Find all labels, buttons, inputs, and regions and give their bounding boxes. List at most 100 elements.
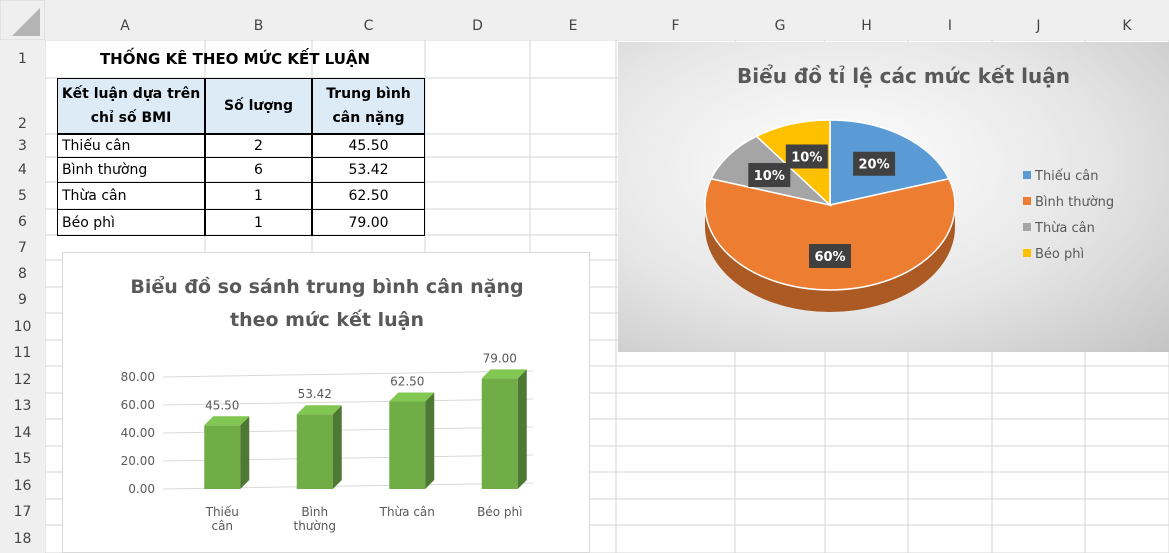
row-header: 9 xyxy=(0,287,45,313)
data-label: 60% xyxy=(814,250,845,265)
bar xyxy=(481,378,518,489)
table-cell: 6 xyxy=(205,157,312,183)
row-header: 8 xyxy=(0,260,45,287)
bar-side xyxy=(425,392,435,489)
data-label: 10% xyxy=(754,169,785,184)
bar-top xyxy=(389,392,435,402)
header-cell: Số lượng xyxy=(205,78,312,134)
data-label: 45.50 xyxy=(205,398,239,412)
header-text: Kết luận dựa trên xyxy=(61,86,201,102)
data-label: 79.00 xyxy=(483,351,517,365)
data-label: 10% xyxy=(791,150,822,165)
x-tick-label: Bình thường xyxy=(293,505,336,533)
data-label: 62.50 xyxy=(390,375,424,389)
header-text: Trung bình xyxy=(326,86,411,102)
header-cell: Trung bình cân nặng xyxy=(312,78,425,134)
grid-line xyxy=(162,370,534,378)
bar-side xyxy=(332,405,342,489)
row-header: 16 xyxy=(0,472,45,499)
column-header: F xyxy=(616,0,735,40)
data-label: 20% xyxy=(859,158,890,173)
pie-chart[interactable]: Biểu đồ tỉ lệ các mức kết luận 20% 60% 10%… xyxy=(618,42,1169,352)
row-header: 1 xyxy=(0,40,45,78)
table-cell: 2 xyxy=(205,134,312,158)
row-header: 10 xyxy=(0,313,45,340)
legend-swatch xyxy=(1023,171,1031,179)
pie-side xyxy=(705,205,955,312)
header-text: cân nặng xyxy=(332,110,405,126)
x-tick-label: Béo phì xyxy=(477,505,523,519)
y-tick-label: 40.00 xyxy=(121,426,155,440)
legend-swatch xyxy=(1023,223,1031,231)
legend-label: Thừa cân xyxy=(1034,221,1095,236)
pie-plot: 20% 60% 10% 10% Thiếu cân Bình thường Thừa cân… xyxy=(704,119,1114,312)
bar-plot: 0.00 20.00 40.00 60.00 80.00 45.50 53.42 62.50 7… xyxy=(121,351,534,496)
bar-top xyxy=(481,369,527,379)
x-tick-label: Thừa cân xyxy=(379,505,435,519)
data-label-bg xyxy=(853,151,896,176)
grid-line xyxy=(162,398,534,406)
corner xyxy=(12,8,40,36)
column-header: E xyxy=(530,0,616,40)
data-label-bg xyxy=(748,163,791,188)
row-header: 12 xyxy=(0,366,45,393)
y-tick-label: 0.00 xyxy=(128,482,155,496)
row-header: 17 xyxy=(0,499,45,525)
row-header: 7 xyxy=(0,235,45,260)
table-cell: Béo phì xyxy=(57,209,205,236)
table-cell: 62.50 xyxy=(312,182,425,210)
row-header: 13 xyxy=(0,393,45,419)
column-header: I xyxy=(908,0,992,40)
pie-slice xyxy=(704,177,956,291)
bar-top xyxy=(204,416,250,426)
row-header: 2 xyxy=(0,78,45,134)
column-header: C xyxy=(312,0,425,40)
table-cell: 45.50 xyxy=(312,134,425,158)
table-cell: 1 xyxy=(205,182,312,210)
row-header: 14 xyxy=(0,419,45,446)
bar-chart[interactable]: Biểu đồ so sánh trung bình cân nặng theo… xyxy=(62,252,590,553)
column-header: J xyxy=(992,0,1085,40)
legend-swatch xyxy=(1023,197,1031,205)
y-tick-label: 80.00 xyxy=(121,370,155,384)
table-cell: 79.00 xyxy=(312,209,425,236)
header-text: chỉ số BMI xyxy=(90,110,172,126)
row-header: 6 xyxy=(0,209,45,235)
data-label: 53.42 xyxy=(298,387,332,401)
column-header: A xyxy=(45,0,205,40)
table-cell: 1 xyxy=(205,209,312,236)
legend-swatch xyxy=(1023,249,1031,257)
data-label-bg xyxy=(785,144,828,169)
column-header: G xyxy=(735,0,825,40)
column-header: D xyxy=(425,0,530,40)
column-header: H xyxy=(825,0,908,40)
table-cell: Thừa cân xyxy=(57,182,205,210)
y-tick-label: 60.00 xyxy=(121,398,155,412)
chart-title: Biểu đồ tỉ lệ các mức kết luận xyxy=(737,64,1070,88)
data-label-bg xyxy=(809,244,851,268)
row-header: 5 xyxy=(0,182,45,209)
chart-title: Biểu đồ so sánh trung bình cân nặng theo… xyxy=(130,276,524,331)
legend-label: Bình thường xyxy=(1035,195,1114,210)
column-header: K xyxy=(1085,0,1169,40)
x-tick-label: Thiếu cân xyxy=(205,505,239,533)
bar-top xyxy=(296,405,342,415)
row-header: 11 xyxy=(0,340,45,366)
bar xyxy=(296,414,333,489)
legend-label: Béo phì xyxy=(1035,247,1084,262)
table-cell: Thiếu cân xyxy=(57,134,205,158)
y-tick-label: 20.00 xyxy=(121,454,155,468)
column-header: B xyxy=(205,0,312,40)
bar xyxy=(204,425,241,489)
bar xyxy=(389,401,426,489)
header-cell: Kết luận dựa trên chỉ số BMI xyxy=(57,78,205,134)
table-title: THỐNG KÊ THEO MỨC KẾT LUẬN xyxy=(99,50,371,68)
row-header: 3 xyxy=(0,134,45,157)
table-cell: Bình thường xyxy=(57,157,205,183)
row-header: 15 xyxy=(0,446,45,472)
bar-side xyxy=(517,369,527,489)
header-text: Số lượng xyxy=(224,98,293,114)
legend-label: Thiếu cân xyxy=(1034,169,1099,184)
row-header: 18 xyxy=(0,525,45,553)
